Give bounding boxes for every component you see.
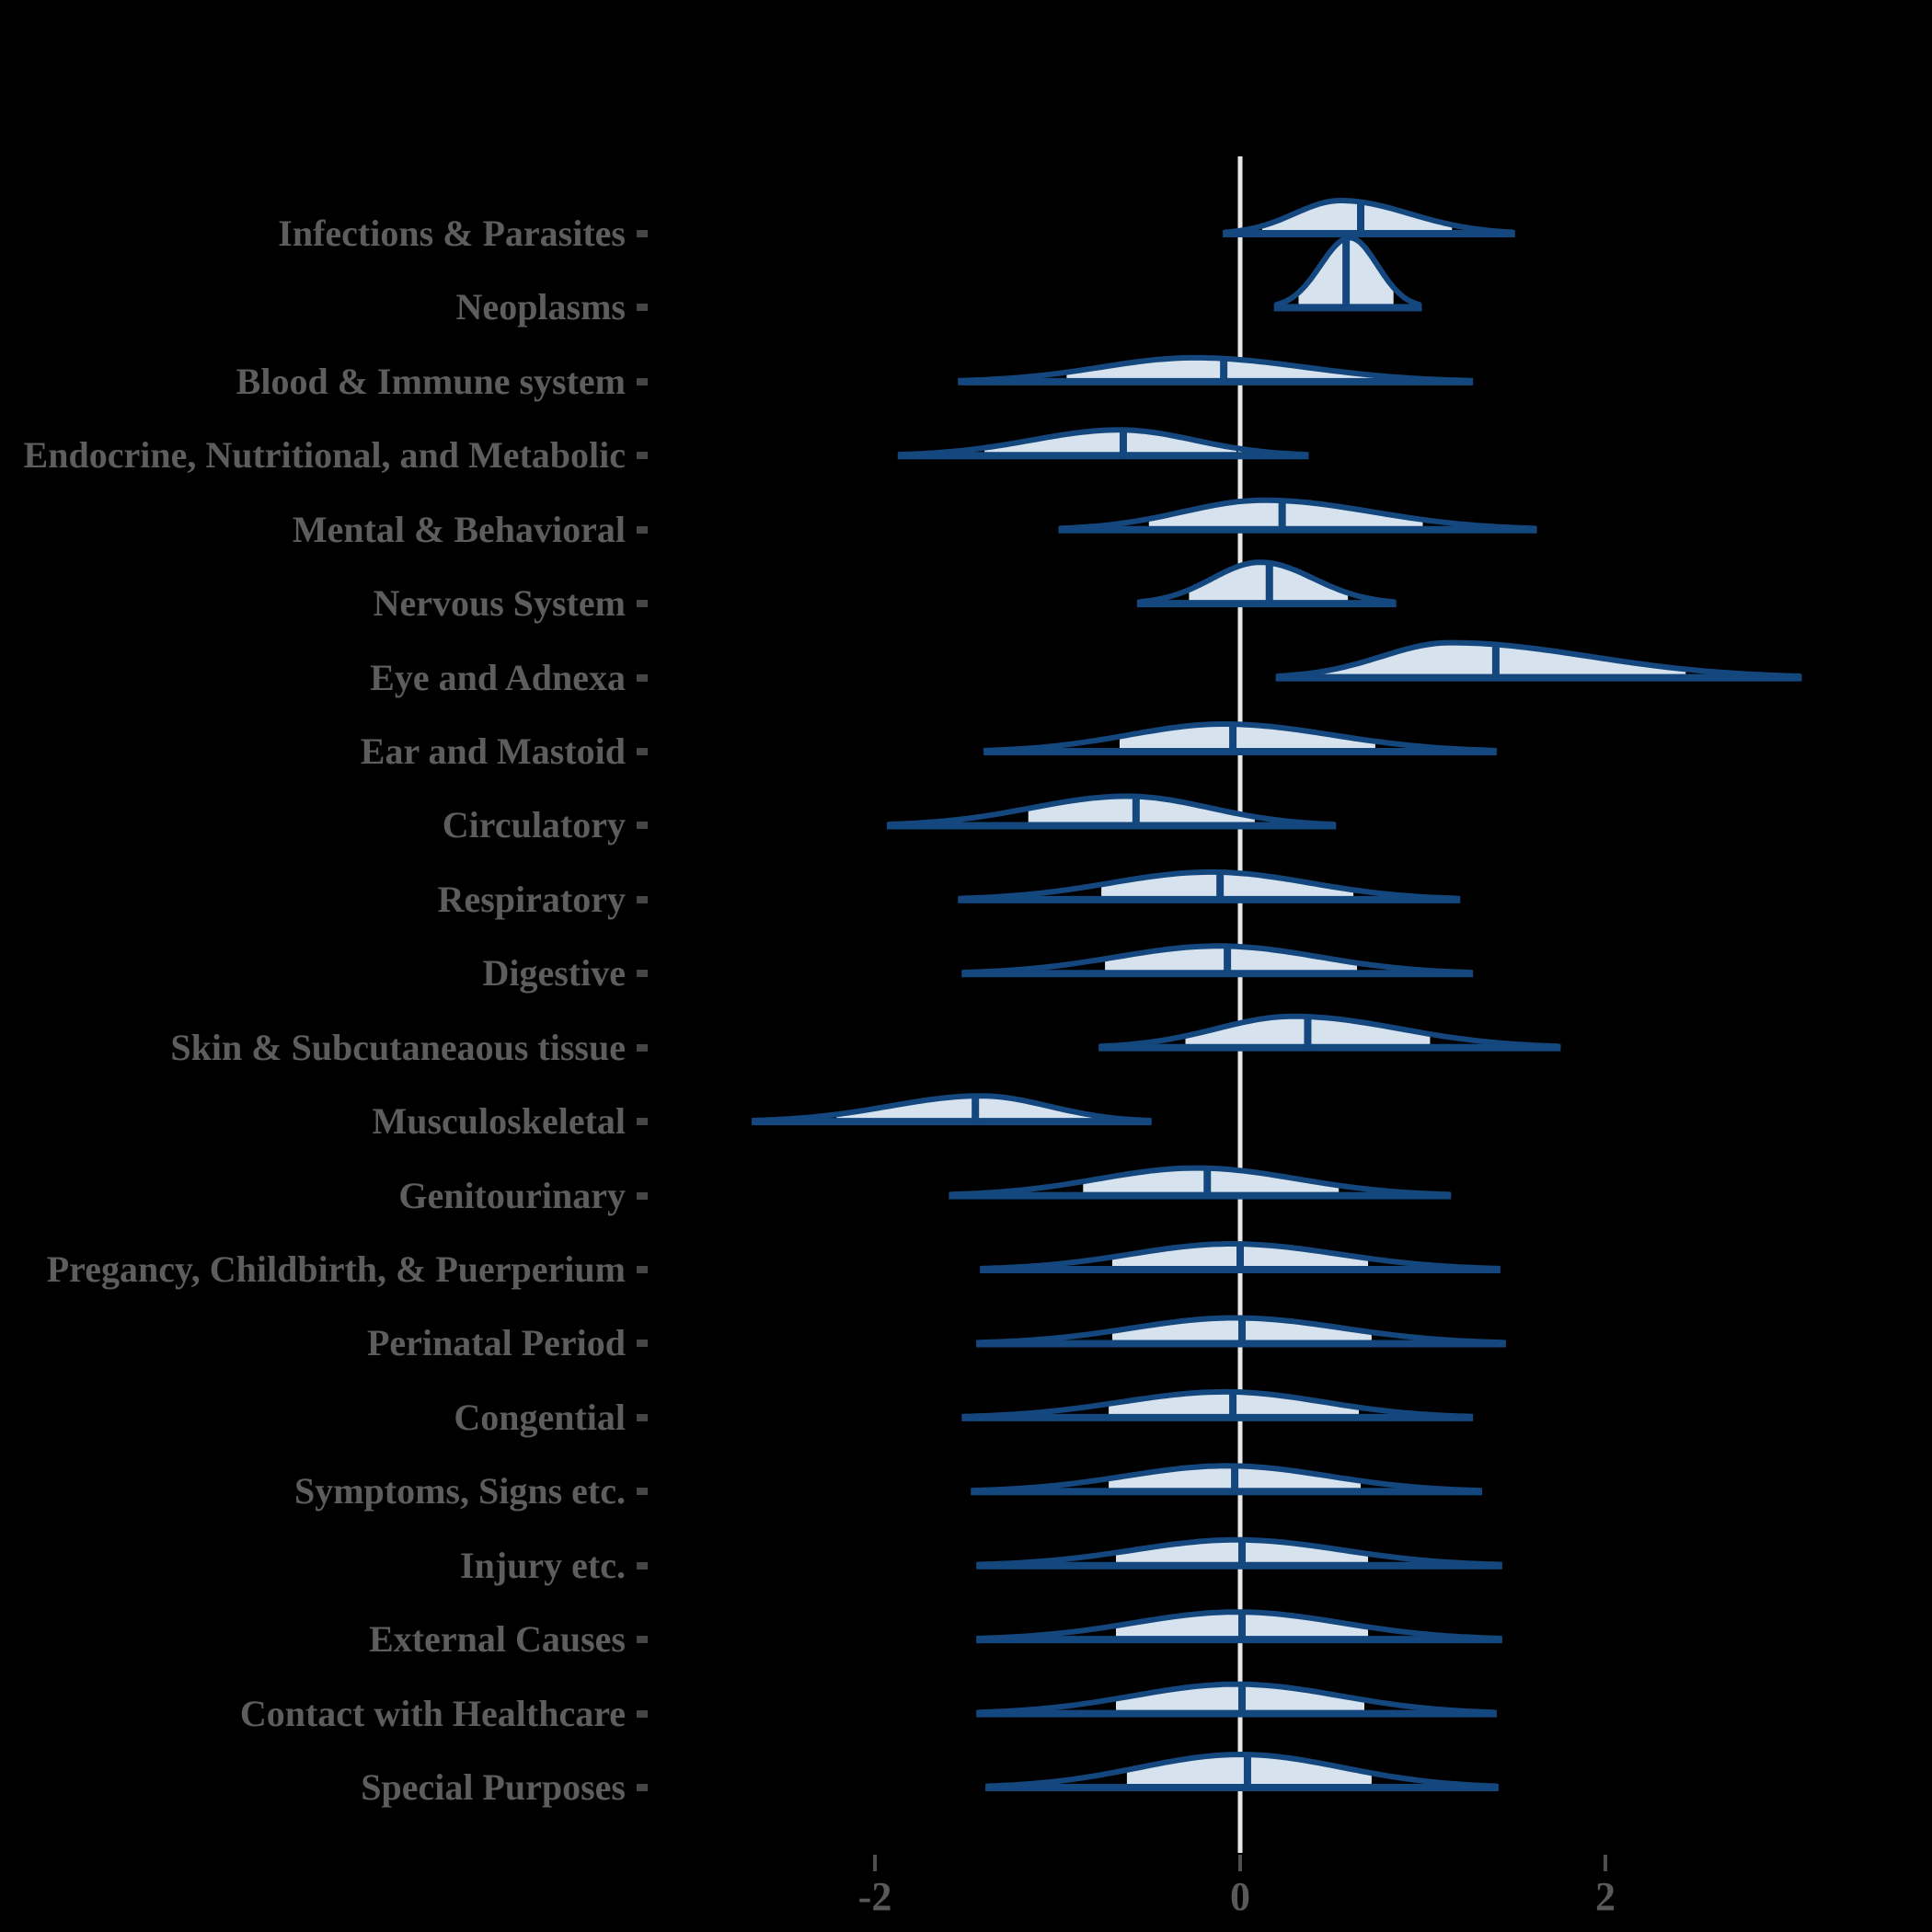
category-label-congential: Congential [454, 1396, 626, 1438]
violin-injury-etc [976, 1536, 1502, 1570]
category-tick-marker [637, 970, 648, 978]
x-tick-label: -2 [857, 1874, 892, 1919]
density-outline [985, 1752, 1499, 1789]
violin-eye-and-adnexa [1275, 639, 1802, 682]
violin-special-purposes [985, 1752, 1499, 1792]
category-label-endocrine-nutritional-and-metabolic: Endocrine, Nutritional, and Metabolic [23, 434, 626, 477]
violin-genitourinary [949, 1165, 1452, 1200]
density-outline [1273, 235, 1422, 308]
category-tick-marker [637, 822, 648, 830]
category-tick-marker [637, 895, 648, 903]
violin-neoplasms [1273, 235, 1422, 312]
category-label-eye-and-adnexa: Eye and Adnexa [370, 656, 626, 698]
category-tick-marker [637, 377, 648, 385]
category-label-perinatal-period: Perinatal Period [366, 1322, 626, 1364]
category-label-respiratory: Respiratory [437, 878, 626, 920]
density-outline [971, 1463, 1482, 1494]
density-outline [961, 943, 1474, 975]
violin-external-causes [976, 1609, 1502, 1644]
category-tick-marker [637, 1561, 648, 1570]
x-tick-label: 0 [1230, 1874, 1250, 1919]
category-tick-marker [637, 525, 648, 534]
category-tick-marker [637, 673, 648, 682]
density-outline [1223, 198, 1515, 236]
density-outline [886, 793, 1337, 827]
density-outline [976, 1536, 1502, 1568]
category-tick-marker [637, 1709, 648, 1718]
density-fill [1028, 796, 1255, 826]
violin-infections-parasites [1223, 198, 1515, 237]
density-outline [958, 868, 1461, 902]
category-tick-marker [637, 1340, 648, 1348]
category-label-musculoskeletal: Musculoskeletal [372, 1100, 626, 1143]
density-outline [1098, 1013, 1561, 1050]
category-tick-marker [637, 1191, 648, 1200]
density-outline [1058, 497, 1537, 532]
density-fill [1120, 724, 1375, 752]
violin-symptoms-signs-etc [971, 1463, 1483, 1496]
density-outline [949, 1165, 1452, 1198]
category-label-mental-behavioral: Mental & Behavioral [292, 508, 626, 550]
density-outline [976, 1609, 1502, 1641]
density-outline [752, 1093, 1152, 1123]
density-outline [980, 1241, 1501, 1271]
density-outline [897, 427, 1309, 458]
violin-respiratory [958, 868, 1461, 903]
density-outline [983, 721, 1497, 753]
category-tick-marker [637, 304, 648, 312]
violin-pregancy-childbirth-puerperium [980, 1241, 1501, 1274]
x-tick-label: 2 [1595, 1874, 1616, 1919]
violin-contact-with-healthcare [976, 1681, 1497, 1718]
violin-endocrine-nutritional-and-metabolic [897, 427, 1309, 460]
density-outline [958, 354, 1474, 384]
violin-circulatory [886, 793, 1337, 830]
density-outline [976, 1315, 1506, 1346]
category-label-skin-subcutaneaous-tissue: Skin & Subcutaneaous tissue [170, 1026, 626, 1068]
category-tick-marker [637, 1488, 648, 1496]
category-label-digestive: Digestive [482, 952, 626, 995]
violin-congential [961, 1388, 1474, 1421]
category-label-infections-parasites: Infections & Parasites [278, 213, 626, 254]
category-label-nervous-system: Nervous System [373, 582, 626, 625]
category-tick-marker [637, 1118, 648, 1126]
category-label-pregancy-childbirth-puerperium: Pregancy, Childbirth, & Puerperium [46, 1248, 626, 1291]
density-outline [961, 1388, 1474, 1420]
category-label-ear-and-mastoid: Ear and Mastoid [360, 730, 626, 772]
category-label-injury-etc: Injury etc. [460, 1544, 626, 1586]
category-label-neoplasms: Neoplasms [455, 286, 626, 328]
category-tick-marker [637, 600, 648, 608]
density-outline [1275, 639, 1802, 679]
category-tick-marker [637, 1043, 648, 1052]
category-label-external-causes: External Causes [369, 1618, 626, 1661]
violin-ear-and-mastoid [983, 721, 1497, 756]
violin-perinatal-period [976, 1315, 1506, 1348]
density-fill [1101, 871, 1354, 900]
category-label-special-purposes: Special Purposes [361, 1766, 626, 1809]
category-tick-marker [637, 230, 648, 237]
category-label-blood-immune-system: Blood & Immune system [236, 360, 626, 402]
category-label-contact-with-healthcare: Contact with Healthcare [239, 1692, 626, 1734]
category-tick-marker [637, 1413, 648, 1421]
violin-nervous-system [1136, 559, 1397, 608]
violin-mental-behavioral [1058, 497, 1537, 534]
density-outline [976, 1681, 1497, 1716]
density-outline [1136, 559, 1397, 605]
category-tick-marker [637, 748, 648, 755]
category-tick-marker [637, 452, 648, 460]
violin-blood-immune-system [958, 354, 1474, 385]
category-tick-marker [637, 1636, 648, 1644]
category-tick-marker [637, 1784, 648, 1792]
category-label-circulatory: Circulatory [442, 804, 626, 846]
category-label-symptoms-signs-etc: Symptoms, Signs etc. [293, 1470, 626, 1512]
violin-digestive [961, 943, 1474, 978]
category-tick-marker [637, 1266, 648, 1274]
category-label-genitourinary: Genitourinary [398, 1174, 626, 1216]
violin-skin-subcutaneaous-tissue [1098, 1013, 1561, 1052]
violin-musculoskeletal [751, 1093, 1152, 1126]
